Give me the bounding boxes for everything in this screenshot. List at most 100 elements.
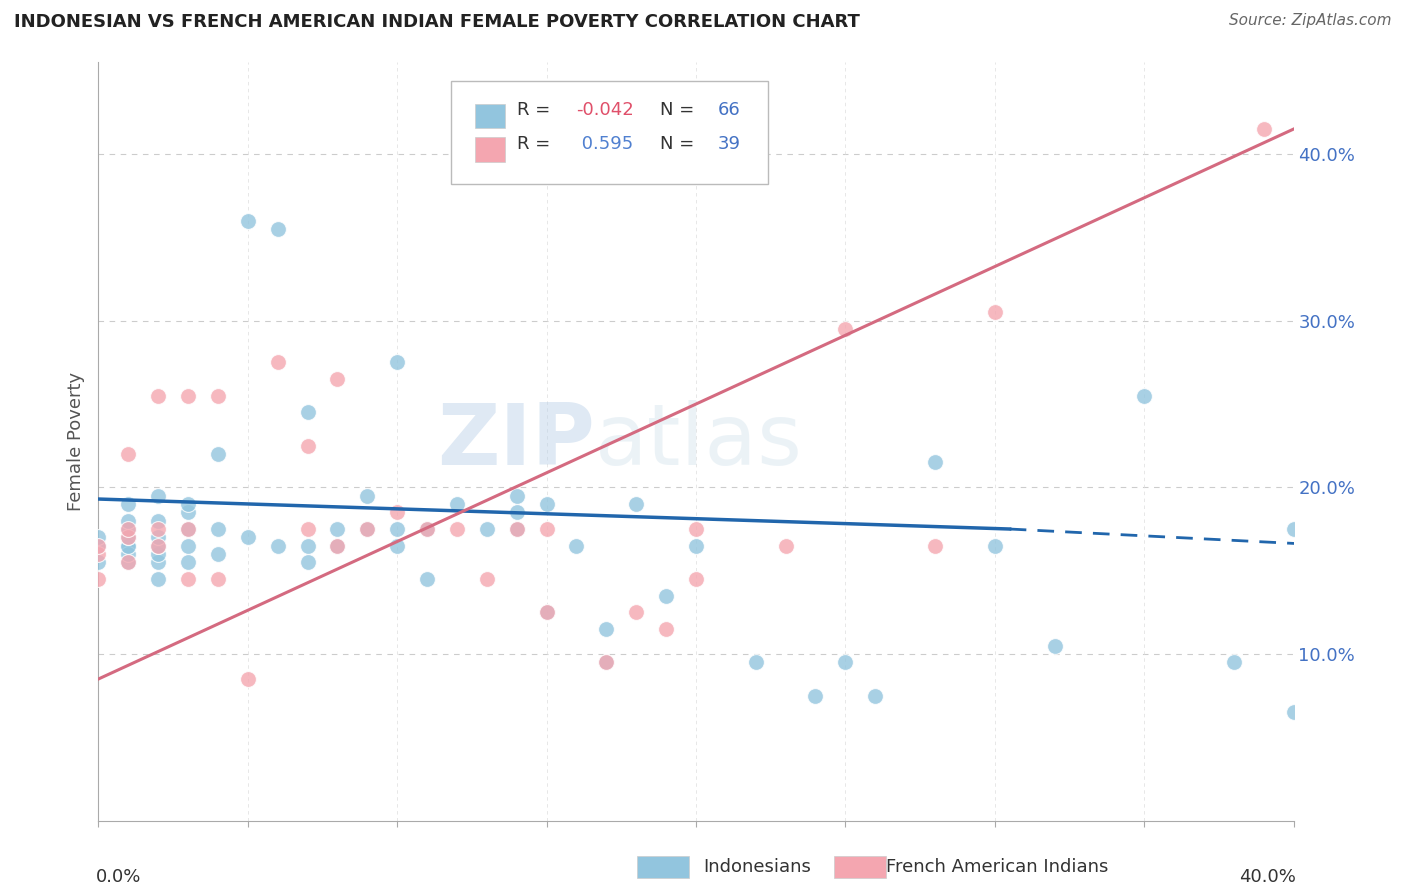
Point (207, 447, 229, 461)
Point (356, 489, 378, 503)
Point (326, 522, 349, 536)
Point (655, 589, 678, 603)
Point (236, 213, 259, 227)
Point (685, 522, 707, 536)
Point (117, 555, 139, 569)
Point (685, 539, 707, 553)
Point (87, 530, 110, 544)
Point (148, 555, 170, 569)
Point (117, 522, 139, 536)
Point (536, 605, 558, 619)
Point (148, 522, 170, 536)
Point (385, 505, 409, 519)
Point (385, 355, 409, 369)
Point (536, 522, 558, 536)
Text: INDONESIAN VS FRENCH AMERICAN INDIAN FEMALE POVERTY CORRELATION CHART: INDONESIAN VS FRENCH AMERICAN INDIAN FEM… (14, 13, 860, 31)
Point (565, 539, 588, 553)
Point (475, 572, 498, 586)
Point (446, 522, 468, 536)
Point (148, 489, 170, 503)
Point (1282, 522, 1305, 536)
Point (834, 322, 856, 336)
Point (416, 522, 439, 536)
Point (87, 539, 110, 553)
Point (536, 497, 558, 511)
Point (297, 555, 319, 569)
Point (148, 389, 170, 403)
Text: Source: ZipAtlas.com: Source: ZipAtlas.com (1229, 13, 1392, 29)
Text: 66: 66 (717, 101, 740, 120)
Point (416, 572, 439, 586)
Text: N =: N = (661, 101, 700, 120)
Point (117, 522, 139, 536)
Point (207, 389, 229, 403)
Point (87, 547, 110, 561)
FancyBboxPatch shape (451, 81, 768, 184)
Point (117, 530, 139, 544)
Point (267, 222, 290, 236)
Point (177, 505, 200, 519)
Point (148, 530, 170, 544)
Y-axis label: Female Poverty: Female Poverty (66, 372, 84, 511)
Point (385, 522, 409, 536)
Point (177, 389, 200, 403)
Point (326, 372, 349, 386)
Point (446, 497, 468, 511)
Point (595, 622, 617, 636)
Text: -0.042: -0.042 (576, 101, 634, 120)
Point (297, 439, 319, 453)
Point (626, 497, 648, 511)
Point (177, 572, 200, 586)
Point (356, 522, 378, 536)
Point (177, 497, 200, 511)
Text: Indonesians: Indonesians (703, 858, 811, 876)
Text: 0.0%: 0.0% (96, 868, 142, 886)
Bar (475, 103, 505, 128)
Point (177, 522, 200, 536)
Point (177, 539, 200, 553)
Point (148, 539, 170, 553)
Point (506, 522, 529, 536)
Text: atlas: atlas (595, 400, 803, 483)
Point (506, 505, 529, 519)
Point (117, 539, 139, 553)
Point (297, 539, 319, 553)
Point (924, 539, 946, 553)
Point (148, 547, 170, 561)
Text: 40.0%: 40.0% (1239, 868, 1296, 886)
Point (865, 689, 887, 703)
Text: R =: R = (517, 101, 555, 120)
Point (1253, 122, 1275, 136)
Point (148, 572, 170, 586)
Point (506, 489, 529, 503)
Point (148, 539, 170, 553)
Text: R =: R = (517, 135, 555, 153)
Text: 0.595: 0.595 (576, 135, 634, 153)
Point (385, 539, 409, 553)
Point (1282, 706, 1305, 720)
Point (117, 530, 139, 544)
Point (626, 605, 648, 619)
Point (416, 522, 439, 536)
Point (117, 497, 139, 511)
Point (655, 622, 678, 636)
Point (267, 539, 290, 553)
Point (87, 555, 110, 569)
Point (984, 539, 1007, 553)
Point (506, 522, 529, 536)
Text: ZIP: ZIP (437, 400, 595, 483)
Point (1133, 389, 1156, 403)
Point (117, 514, 139, 528)
Point (834, 656, 856, 670)
Point (297, 405, 319, 419)
Point (207, 522, 229, 536)
Point (775, 539, 797, 553)
Point (117, 555, 139, 569)
Point (117, 547, 139, 561)
Point (207, 572, 229, 586)
Text: French American Indians: French American Indians (886, 858, 1108, 876)
Point (267, 355, 290, 369)
Text: N =: N = (661, 135, 700, 153)
Point (356, 522, 378, 536)
Point (87, 539, 110, 553)
